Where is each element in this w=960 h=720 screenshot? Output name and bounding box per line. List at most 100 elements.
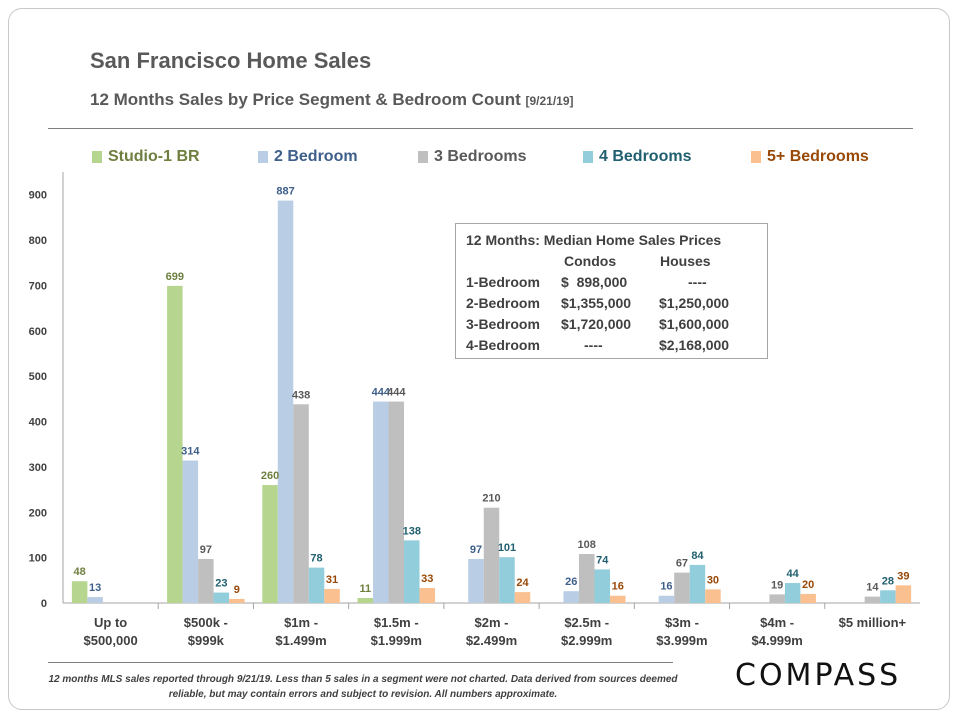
legend-swatch-4-bedrooms [583,151,593,163]
legend-swatch-2-bedroom [258,151,268,163]
data-label-4-bedrooms-500k-999k: 23 [215,578,227,590]
bar-5-bedrooms-1m-1-499m [324,588,340,603]
x-tick-label-2m-2-499m: $2m -$2.499m [466,615,517,648]
y-tick-label-400: 400 [29,417,47,429]
data-label-2-bedroom-2m-2-499m: 97 [470,544,482,556]
bar-2-bedroom-1-5m-1-999m [373,401,389,603]
bar-5-bedrooms-2m-2-499m [514,592,531,603]
chart-title: San Francisco Home Sales [90,48,372,73]
data-label-5-bedrooms-1m-1-499m: 31 [326,574,338,586]
condo-price-2-bedroom: $1,355,000 [561,295,632,311]
y-tick-label-600: 600 [29,326,47,338]
bar-4-bedrooms-500k-999k [213,592,230,603]
bar-studio-1-br-1m-1-499m [262,485,278,603]
bar-4-bedrooms-3m-3-999m [689,564,706,603]
data-label-4-bedrooms-1-5m-1-999m: 138 [403,525,421,537]
bar-4-bedrooms-5-million [880,590,896,603]
data-label-5-bedrooms-3m-3-999m: 30 [707,574,719,586]
legend-item-3-bedrooms: 3 Bedrooms [418,148,526,166]
x-tick-label-4m-4-999m: $4m -$4.999m [752,615,803,648]
y-tick-label-800: 800 [29,235,47,247]
bar-5-bedrooms-4m-4-999m [800,593,816,603]
data-label-5-bedrooms-5-million: 39 [897,570,909,582]
data-label-4-bedrooms-1m-1-499m: 78 [310,553,322,565]
bar-2-bedroom-3m-3-999m [658,595,675,603]
bar-3-bedrooms-5-million [864,596,881,603]
houses-column-header: Houses [660,253,711,269]
data-label-5-bedrooms-1-5m-1-999m: 33 [421,573,433,585]
condo-price-1-bedroom: $ 898,000 [561,274,628,290]
bar-4-bedrooms-1-5m-1-999m [404,540,420,603]
bar-5-bedrooms-1-5m-1-999m [419,588,436,603]
y-tick-label-900: 900 [29,190,47,202]
median-prices-box: 12 Months: Median Home Sales Prices Cond… [455,223,768,359]
chart-subtitle: 12 Months Sales by Price Segment & Bedro… [90,90,574,110]
data-label-5-bedrooms-4m-4-999m: 20 [802,579,814,591]
legend-label-studio-1-br: Studio-1 BR [108,148,200,165]
bar-3-bedrooms-4m-4-999m [769,594,785,603]
data-label-3-bedrooms-3m-3-999m: 67 [676,558,688,570]
data-label-3-bedrooms-1m-1-499m: 438 [292,389,310,401]
data-label-studio-1-br-up-to-500-000: 48 [73,566,85,578]
bar-3-bedrooms-2-5m-2-999m [578,554,595,603]
bar-3-bedrooms-1m-1-499m [293,404,309,603]
median-prices-title: 12 Months: Median Home Sales Prices [466,232,722,248]
bar-studio-1-br-up-to-500-000 [71,581,88,603]
bar-4-bedrooms-2-5m-2-999m [594,569,610,603]
row-label-2-bedroom: 2-Bedroom [466,295,540,311]
legend-label-4-bedrooms: 4 Bedrooms [599,148,692,165]
data-label-studio-1-br-500k-999k: 699 [166,271,184,283]
data-label-5-bedrooms-2m-2-499m: 24 [516,577,529,589]
footnote-divider [48,662,673,663]
house-price-1-bedroom: ---- [688,274,707,290]
y-tick-label-500: 500 [29,371,47,383]
bar-5-bedrooms-500k-999k [229,598,245,603]
subtitle-date: [9/21/19] [525,94,574,108]
y-tick-label-700: 700 [29,280,47,292]
bar-2-bedroom-2-5m-2-999m [563,591,579,603]
x-tick-label-5-million: $5 million+ [839,615,907,630]
data-label-2-bedroom-1m-1-499m: 887 [276,186,294,198]
bar-3-bedrooms-2m-2-499m [483,507,500,603]
bar-2-bedroom-2m-2-499m [468,558,484,603]
data-label-3-bedrooms-1-5m-1-999m: 444 [387,387,406,399]
data-label-3-bedrooms-2-5m-2-999m: 108 [578,539,596,551]
row-label-1-bedroom: 1-Bedroom [466,274,540,290]
data-label-4-bedrooms-2-5m-2-999m: 74 [596,554,609,566]
y-tick-label-100: 100 [29,553,47,565]
bar-4-bedrooms-1m-1-499m [308,567,325,603]
x-tick-label-500k-999k: $500k -$999k [184,615,228,648]
bar-2-bedroom-up-to-500-000 [87,597,103,603]
bar-5-bedrooms-5-million [895,585,912,603]
legend-item-5-bedrooms: 5+ Bedrooms [751,148,869,166]
x-tick-label-up-to-500-000: Up to $500,000 [83,615,137,648]
row-label-3-bedroom: 3-Bedroom [466,316,540,332]
bar-2-bedroom-1m-1-499m [277,200,294,604]
x-tick-label-1m-1-499m: $1m -$1.499m [275,615,326,648]
x-tick-label-3m-3-999m: $3m -$3.999m [656,615,707,648]
row-label-4-bedroom: 4-Bedroom [466,337,540,353]
bar-studio-1-br-1-5m-1-999m [357,598,374,603]
data-label-5-bedrooms-500k-999k: 9 [234,584,240,596]
data-label-3-bedrooms-4m-4-999m: 19 [771,579,783,591]
bar-4-bedrooms-2m-2-499m [499,557,515,603]
data-label-5-bedrooms-2-5m-2-999m: 16 [612,581,624,593]
data-label-4-bedrooms-5-million: 28 [882,575,894,587]
x-tick-label-1-5m-1-999m: $1.5m -$1.999m [371,615,422,648]
legend-label-2-bedroom: 2 Bedroom [274,148,358,165]
legend-item-2-bedroom: 2 Bedroom [258,148,358,166]
legend-swatch-studio-1-br [92,151,102,163]
bar-5-bedrooms-3m-3-999m [705,589,721,603]
data-label-2-bedroom-up-to-500-000: 13 [89,582,101,594]
legend-item-4-bedrooms: 4 Bedrooms [583,148,691,166]
compass-logo: COMPASS [735,658,902,693]
data-label-2-bedroom-3m-3-999m: 16 [660,581,672,593]
house-price-2-bedroom: $1,250,000 [659,295,730,311]
bar-4-bedrooms-4m-4-999m [784,583,801,603]
footnote: 12 months MLS sales reported through 9/2… [48,674,678,700]
x-tick-label-2-5m-2-999m: $2.5m -$2.999m [561,615,612,648]
data-label-2-bedroom-500k-999k: 314 [181,446,200,458]
data-label-studio-1-br-1-5m-1-999m: 11 [359,583,371,595]
data-label-4-bedrooms-4m-4-999m: 44 [787,568,800,580]
